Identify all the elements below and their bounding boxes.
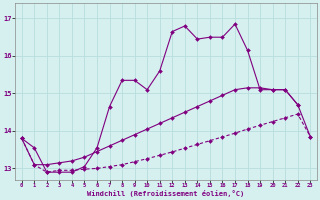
X-axis label: Windchill (Refroidissement éolien,°C): Windchill (Refroidissement éolien,°C) — [87, 190, 244, 197]
